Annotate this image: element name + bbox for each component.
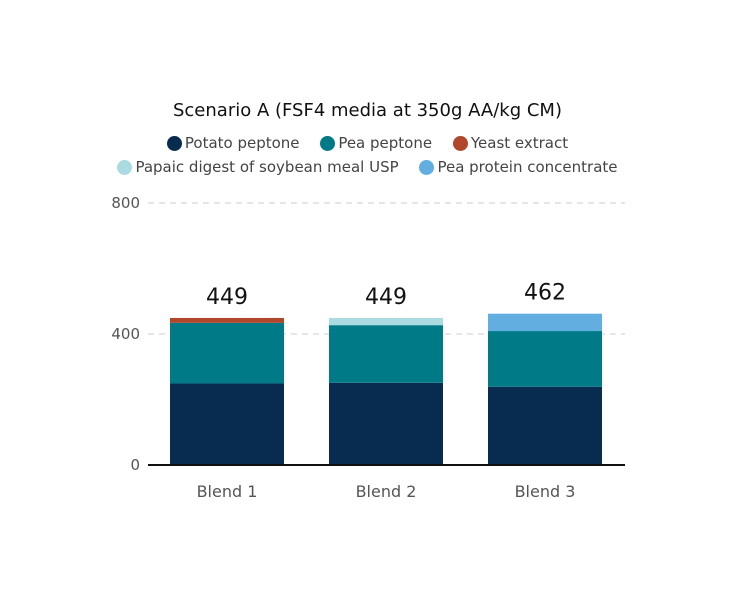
total-label: 449	[365, 285, 407, 310]
legend-label: Yeast extract	[470, 134, 569, 152]
total-label: 449	[206, 285, 248, 310]
legend-label: Pea peptone	[338, 134, 433, 152]
bar-segment	[170, 383, 284, 465]
legend-label: Potato peptone	[184, 134, 300, 152]
y-tick-label: 800	[111, 194, 140, 212]
legend-item-pea-protein: Pea protein concentrate	[419, 158, 618, 176]
legend-item-yeast-extract: Yeast extract	[452, 134, 569, 152]
legend-row-2: Papaic digest of soybean meal USP Pea pr…	[0, 158, 735, 179]
legend-item-pea-peptone: Pea peptone	[320, 134, 432, 152]
legend-swatch	[320, 135, 336, 151]
bar-segment	[329, 325, 443, 383]
bar-segment	[488, 313, 602, 332]
legend-swatch	[117, 159, 133, 175]
bar-segment	[488, 331, 602, 387]
y-tick-label: 0	[130, 456, 140, 474]
bar-segment	[170, 322, 284, 384]
chart-title: Scenario A (FSF4 media at 350g AA/kg CM)	[172, 100, 562, 121]
legend-label: Pea protein concentrate	[437, 158, 618, 176]
legend-swatch	[419, 159, 435, 175]
bar-segment	[170, 317, 284, 323]
bar-segment	[329, 382, 443, 465]
legend-swatch	[166, 135, 182, 151]
legend-item-potato-peptone: Potato peptone	[166, 134, 300, 152]
total-label: 462	[524, 281, 566, 306]
legend-swatch	[452, 135, 468, 151]
x-tick-label: Blend 3	[515, 482, 576, 501]
x-tick-label: Blend 2	[356, 482, 417, 501]
bar-segment	[488, 386, 602, 465]
legend-item-soybean-digest: Papaic digest of soybean meal USP	[117, 158, 399, 176]
legend-label: Papaic digest of soybean meal USP	[135, 158, 399, 176]
bar-segment	[329, 317, 443, 326]
legend-row-1: Potato peptone Pea peptone Yeast extract	[0, 134, 735, 155]
x-tick-label: Blend 1	[197, 482, 258, 501]
y-tick-label: 400	[111, 325, 140, 343]
